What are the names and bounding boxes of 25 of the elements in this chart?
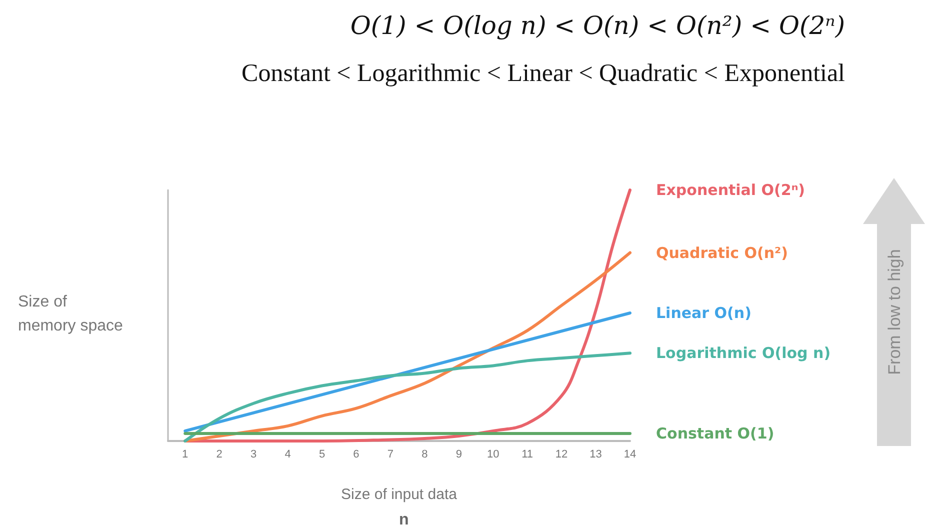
up-arrow: From low to high (862, 176, 926, 448)
x-axis-title: Size of input data (341, 486, 458, 503)
x-tick-label: 5 (318, 448, 326, 460)
series-label: Exponential O(2ⁿ) (656, 181, 806, 199)
series-label: Quadratic O(n²) (656, 244, 788, 262)
x-tick-label: 12 (555, 448, 568, 460)
x-tick-label: 8 (422, 448, 428, 460)
text: n (399, 512, 409, 528)
x-tick-label: 3 (250, 448, 257, 460)
x-tick-label: 1 (182, 448, 188, 460)
chart-subtitle: Constant < Logarithmic < Linear < Quadratic < Exponential (242, 60, 846, 87)
series-label: Linear O(n) (656, 304, 752, 322)
x-tick-label: 4 (284, 448, 291, 460)
x-tick-label: 7 (387, 448, 394, 460)
x-tick-label: 9 (456, 448, 462, 460)
x-tick-label: 2 (216, 448, 222, 460)
series-label: Constant O(1) (656, 424, 774, 442)
chart-title: O(1) < O(log n) < O(n) < O(n²) < O(2ⁿ) (350, 11, 846, 40)
x-tick-label: 13 (590, 448, 602, 460)
y-axis-title: Size of memory space (18, 294, 124, 334)
x-tick-label: 6 (353, 448, 360, 460)
x-tick-label: 10 (486, 448, 500, 460)
x-tick-label: 14 (624, 448, 636, 460)
x-tick-label: 11 (522, 448, 534, 460)
series-label: Logarithmic O(log n) (656, 344, 831, 362)
